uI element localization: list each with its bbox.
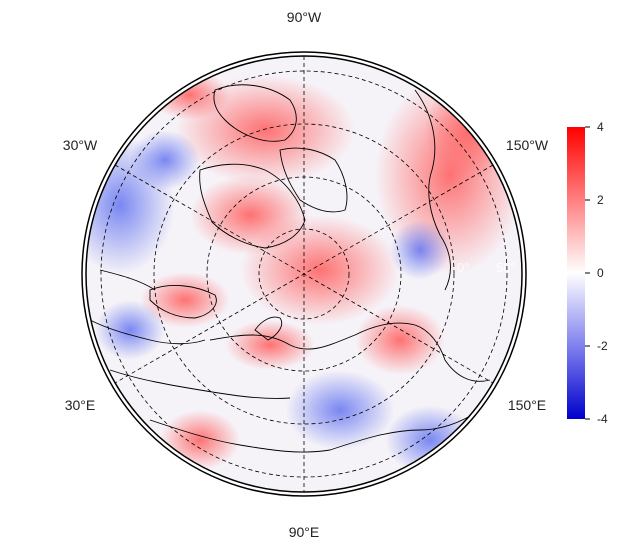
latitude-label-50: 50° [496, 260, 516, 275]
colorbar-label-neg2: -2 [597, 339, 608, 353]
anomaly-blob-alaska-edge [425, 80, 515, 180]
anomaly-blob-east-asia [385, 405, 475, 475]
map-disk: 0° 50° [81, 51, 527, 497]
asia-border-1 [109, 369, 291, 399]
anomaly-blob-europe [95, 300, 165, 360]
lon-label-upper-left: 30°W [63, 137, 98, 153]
anomaly-blob-baffin [190, 175, 310, 255]
canada-mainland-coast [213, 84, 297, 142]
lon-label-lower-left: 30°E [65, 397, 96, 413]
europe-coast [89, 319, 206, 345]
lon-label-bottom: 90°E [289, 524, 320, 540]
lon-label-upper-right: 150°W [506, 137, 549, 153]
anomaly-blob-scandinavia [140, 272, 230, 328]
colorbar-label-4: 4 [597, 120, 604, 134]
lon-label-lower-right: 150°E [508, 397, 546, 413]
anomaly-blob-greenland-sea [130, 130, 200, 190]
anomaly-blob-siberia [285, 370, 395, 450]
colorbar-tick-marks [585, 126, 590, 420]
colorbar-gradient [567, 127, 585, 419]
anomaly-blob-asia [160, 410, 240, 470]
latitude-circle-80 [258, 228, 350, 320]
east-siberia-coast [414, 324, 491, 382]
novaya-zemlya-coast [254, 316, 283, 341]
scandinavia-coast [149, 285, 217, 319]
greenland-coast [199, 163, 306, 249]
graticule [100, 56, 508, 492]
latitude-circle-60 [153, 123, 455, 425]
map-border-inner [85, 55, 523, 493]
map-border-outer [81, 51, 527, 497]
meridian-150w-30e [114, 164, 494, 384]
latitude-label-0: 0° [457, 260, 469, 275]
asia-border-2 [149, 419, 331, 453]
colorbar-label-neg4: -4 [597, 412, 608, 426]
siberia-coast [209, 322, 416, 350]
anomaly-blob-hudson [150, 70, 230, 120]
asia-border-3 [329, 409, 481, 451]
anomaly-blob-beaufort [390, 220, 450, 280]
colorbar-label-2: 2 [597, 193, 604, 207]
europe-border [99, 269, 156, 291]
lon-label-top: 90°W [287, 9, 322, 25]
colorbar: 4 2 0 -2 -4 [567, 120, 608, 426]
alaska-coast [414, 89, 451, 291]
colorbar-label-0: 0 [597, 266, 604, 280]
canadian-archipelago-coast [279, 147, 348, 213]
anomaly-blob-pacific [355, 305, 445, 375]
anomaly-blob-russia [225, 320, 315, 370]
coastlines [89, 84, 491, 453]
